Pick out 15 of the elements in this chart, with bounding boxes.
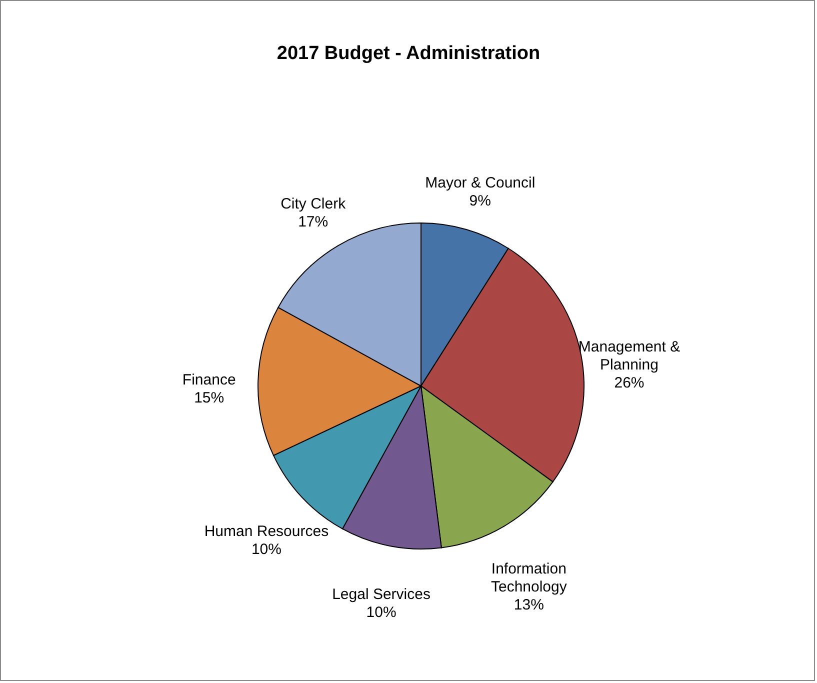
data-label: 15% [194, 389, 224, 406]
data-label: 10% [366, 604, 396, 622]
slice-label: Management & Planning [578, 338, 680, 374]
slice-label: City Clerk [280, 196, 346, 213]
chart-title: 2017 Budget - Administration [276, 43, 540, 64]
slice-label: Information Technology [490, 560, 568, 596]
data-label: 10% [251, 541, 282, 558]
slice-label: Finance [182, 371, 236, 388]
slice-label: Human Resources [204, 523, 329, 540]
slice-label: Mayor & Council [425, 174, 536, 192]
data-label: 9% [469, 192, 491, 210]
data-label: 17% [298, 214, 328, 231]
data-label: 13% [514, 596, 544, 614]
slice-label: Legal Services [332, 586, 430, 604]
data-label: 26% [614, 374, 644, 392]
